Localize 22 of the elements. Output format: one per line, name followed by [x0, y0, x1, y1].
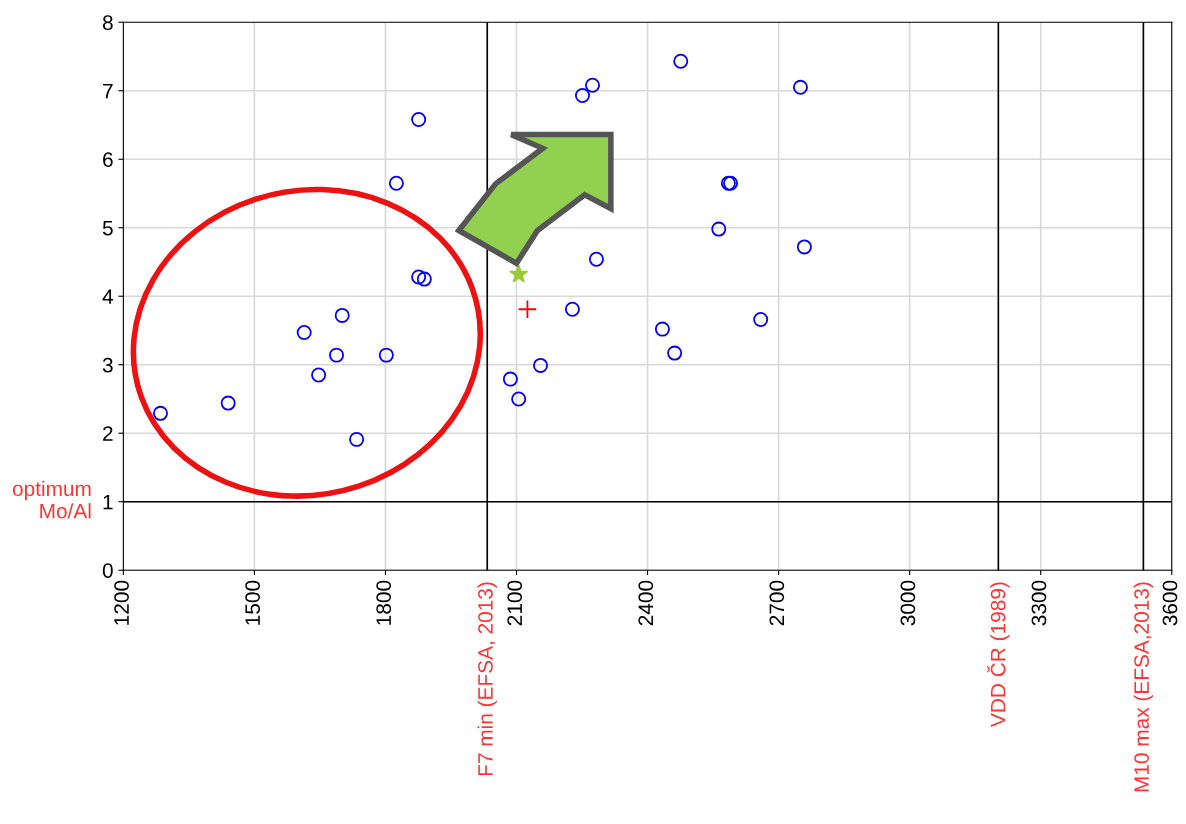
y-tick-label: 3 [102, 357, 113, 373]
x-tick-label: 2400 [638, 580, 654, 626]
y-tick-label: 7 [103, 83, 113, 99]
x-tick-label: 1500 [245, 580, 260, 625]
ref-line-label: F7 min (EFSA, 2013) [477, 582, 497, 776]
y-tick-label: 4 [102, 289, 114, 304]
ref-line-label: optimum Mo/Al [12, 480, 91, 519]
x-tick-label: 3600 [1162, 580, 1178, 626]
ref-line-label: M10 max (EFSA,2013) [1133, 582, 1154, 792]
x-tick-label: 2100 [507, 580, 523, 626]
y-tick-label: 6 [103, 152, 113, 167]
x-tick-label: 2700 [769, 580, 785, 626]
x-tick-label: 3000 [900, 580, 916, 626]
y-tick-label: 2 [103, 426, 113, 441]
y-tick-label: 8 [102, 15, 113, 30]
x-tick-label: 1800 [376, 580, 392, 625]
ref-line-label: VDD ČR (1989) [987, 582, 1010, 727]
x-tick-label: 3300 [1031, 580, 1047, 626]
x-tick-label: 1200 [114, 580, 129, 625]
y-tick-label: 0 [102, 563, 113, 578]
y-tick-label: 5 [102, 220, 113, 236]
y-tick-label: 1 [103, 494, 113, 510]
